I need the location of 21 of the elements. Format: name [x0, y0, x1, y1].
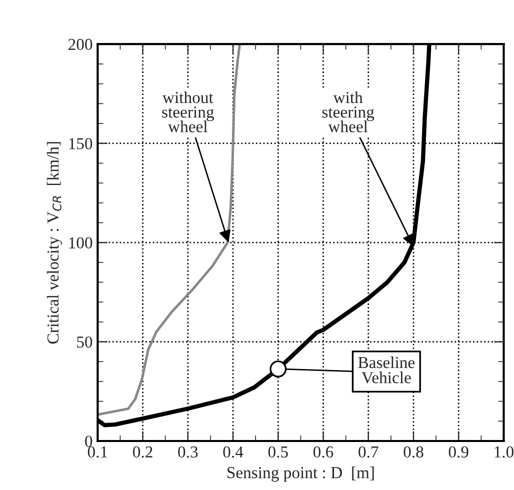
annotation: without steering wheel [162, 91, 214, 132]
annotation: with steering wheel [322, 91, 374, 132]
y-tick-label: 150 [69, 138, 92, 150]
x-tick-label: 0.3 [178, 446, 198, 458]
legend-label: Baseline Vehicle [358, 356, 415, 384]
x-tick-label: 0.7 [358, 446, 378, 458]
x-tick-label: 0.4 [223, 446, 244, 458]
line-series [98, 44, 242, 416]
x-tick-label: 0.1 [88, 446, 108, 458]
y-tick-label: 50 [77, 336, 92, 348]
x-tick-label: 0.2 [132, 446, 152, 458]
y-tick-label: 100 [69, 237, 92, 248]
x-tick-label: 0.5 [268, 446, 288, 458]
x-tick-label: 0.8 [404, 446, 424, 458]
x-tick-label: 0.9 [448, 446, 468, 458]
y-tick-label: 0 [85, 436, 92, 447]
x-tick-label: 1.0 [494, 446, 514, 458]
x-tick-label: 0.6 [313, 446, 334, 458]
y-axis-title: Critical velocity : V$_{CR}$ [km/h] [46, 142, 62, 344]
y-tick-label: 200 [68, 38, 92, 50]
x-axis-title: Sensing point : D [m] [228, 466, 374, 482]
